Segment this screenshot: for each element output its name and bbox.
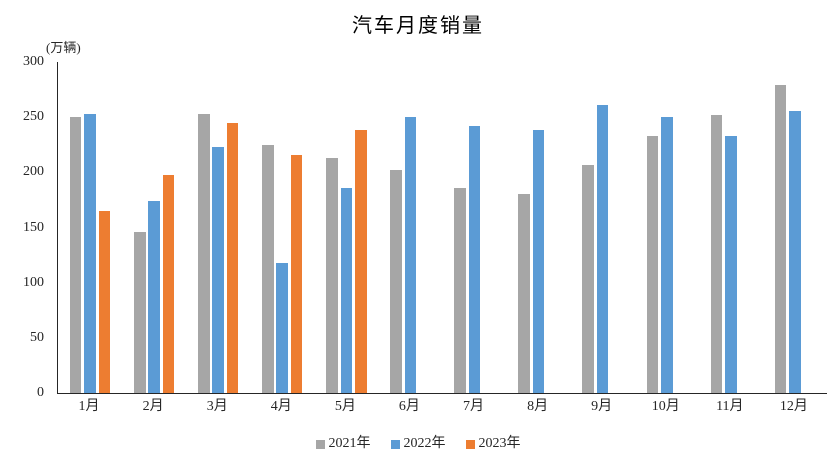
bar-2022年-12月 (789, 110, 801, 393)
y-axis-tick-label-300: 300 (23, 54, 44, 69)
bar-2022年-7月 (468, 126, 481, 393)
bar-2023年-2月 (162, 174, 175, 393)
bar-2022年-8月 (532, 130, 545, 393)
legend: 2021年 2022年 2023年 (0, 437, 836, 451)
bar-group-3月 (186, 62, 250, 393)
bar-group-5月 (314, 62, 378, 393)
bar-group-4月 (250, 62, 314, 393)
x-axis-label-6月: 6月 (398, 399, 420, 414)
legend-item-2023年: 2023年 (465, 436, 521, 451)
bar-2023年-4月 (290, 154, 303, 393)
bar-group-6月 (378, 62, 442, 393)
legend-label-2021年: 2021年 (328, 436, 371, 451)
bar-2022年-3月 (212, 146, 224, 393)
x-axis-label-9月: 9月 (591, 399, 613, 414)
legend-item-2022年: 2022年 (390, 436, 446, 451)
y-axis-tick-label-100: 100 (23, 274, 44, 290)
legend-label-2023年: 2023年 (478, 436, 521, 451)
x-axis-labels: 1月 2月 3月 4月 5月 6月 7月 8月 9月 10月 11月 12月 (57, 399, 826, 416)
bar-2021年-2月 (133, 231, 146, 393)
bar-group-2月 (122, 62, 186, 393)
bar-2023年-3月 (226, 122, 239, 393)
y-axis-tick-label-200: 200 (23, 164, 44, 180)
bar-2021年-4月 (262, 144, 274, 393)
x-axis-label-5月: 5月 (334, 399, 356, 414)
y-axis-tick-label-150: 150 (23, 219, 44, 235)
y-axis-tick-label-0: 0 (37, 385, 44, 400)
bar-2021年-11月 (710, 114, 723, 393)
y-axis-unit-label: (万辆) (46, 40, 81, 55)
x-axis-label-10月: 10月 (651, 399, 680, 414)
bar-2021年-7月 (454, 187, 466, 393)
x-axis-label-8月: 8月 (527, 399, 549, 414)
x-axis-label-2月: 2月 (142, 399, 164, 414)
x-axis-label-3月: 3月 (206, 399, 228, 414)
bar-2021年-8月 (518, 194, 530, 393)
bar-group-7月 (442, 62, 506, 393)
plot-area (57, 62, 827, 394)
bar-group-1月 (58, 62, 122, 393)
legend-swatch-2023年 (465, 439, 475, 449)
bar-2021年-9月 (582, 164, 595, 393)
bar-2023年-5月 (354, 130, 367, 393)
bar-2022年-6月 (404, 117, 417, 393)
bar-2022年-1月 (84, 113, 96, 393)
x-axis-label-1月: 1月 (78, 399, 100, 414)
legend-swatch-2021年 (315, 439, 325, 449)
bar-group-8月 (507, 62, 571, 393)
bar-2021年-5月 (326, 158, 338, 393)
bar-2021年-12月 (774, 85, 787, 393)
bar-group-9月 (571, 62, 635, 393)
bar-2021年-1月 (69, 117, 82, 393)
y-axis: 0 50 100 150 200 250 300 (0, 55, 48, 400)
bar-2021年-10月 (646, 135, 659, 393)
x-axis-label-7月: 7月 (463, 399, 484, 414)
y-axis-tick-label-250: 250 (23, 109, 44, 125)
legend-swatch-2022年 (390, 439, 400, 449)
bar-2022年-10月 (660, 117, 673, 393)
x-axis-label-12月: 12月 (779, 399, 808, 414)
bar-group-12月 (763, 62, 827, 393)
legend-item-2021年: 2021年 (315, 436, 371, 451)
bar-2021年-3月 (198, 113, 210, 393)
chart-title: 汽车月度销量 (352, 15, 484, 37)
bar-2021年-6月 (390, 170, 402, 393)
bar-2022年-9月 (596, 105, 609, 393)
bar-2022年-11月 (725, 135, 737, 393)
legend-label-2022年: 2022年 (403, 436, 446, 451)
bar-2022年-4月 (276, 262, 289, 393)
y-axis-tick-label-50: 50 (30, 329, 44, 345)
bar-2023年-1月 (98, 210, 111, 393)
bar-2022年-5月 (340, 187, 353, 393)
x-axis-label-11月: 11月 (716, 399, 744, 414)
bar-group-10月 (635, 62, 699, 393)
bar-2022年-2月 (148, 201, 160, 393)
bar-group-11月 (699, 62, 763, 393)
x-axis-label-4月: 4月 (270, 399, 292, 414)
